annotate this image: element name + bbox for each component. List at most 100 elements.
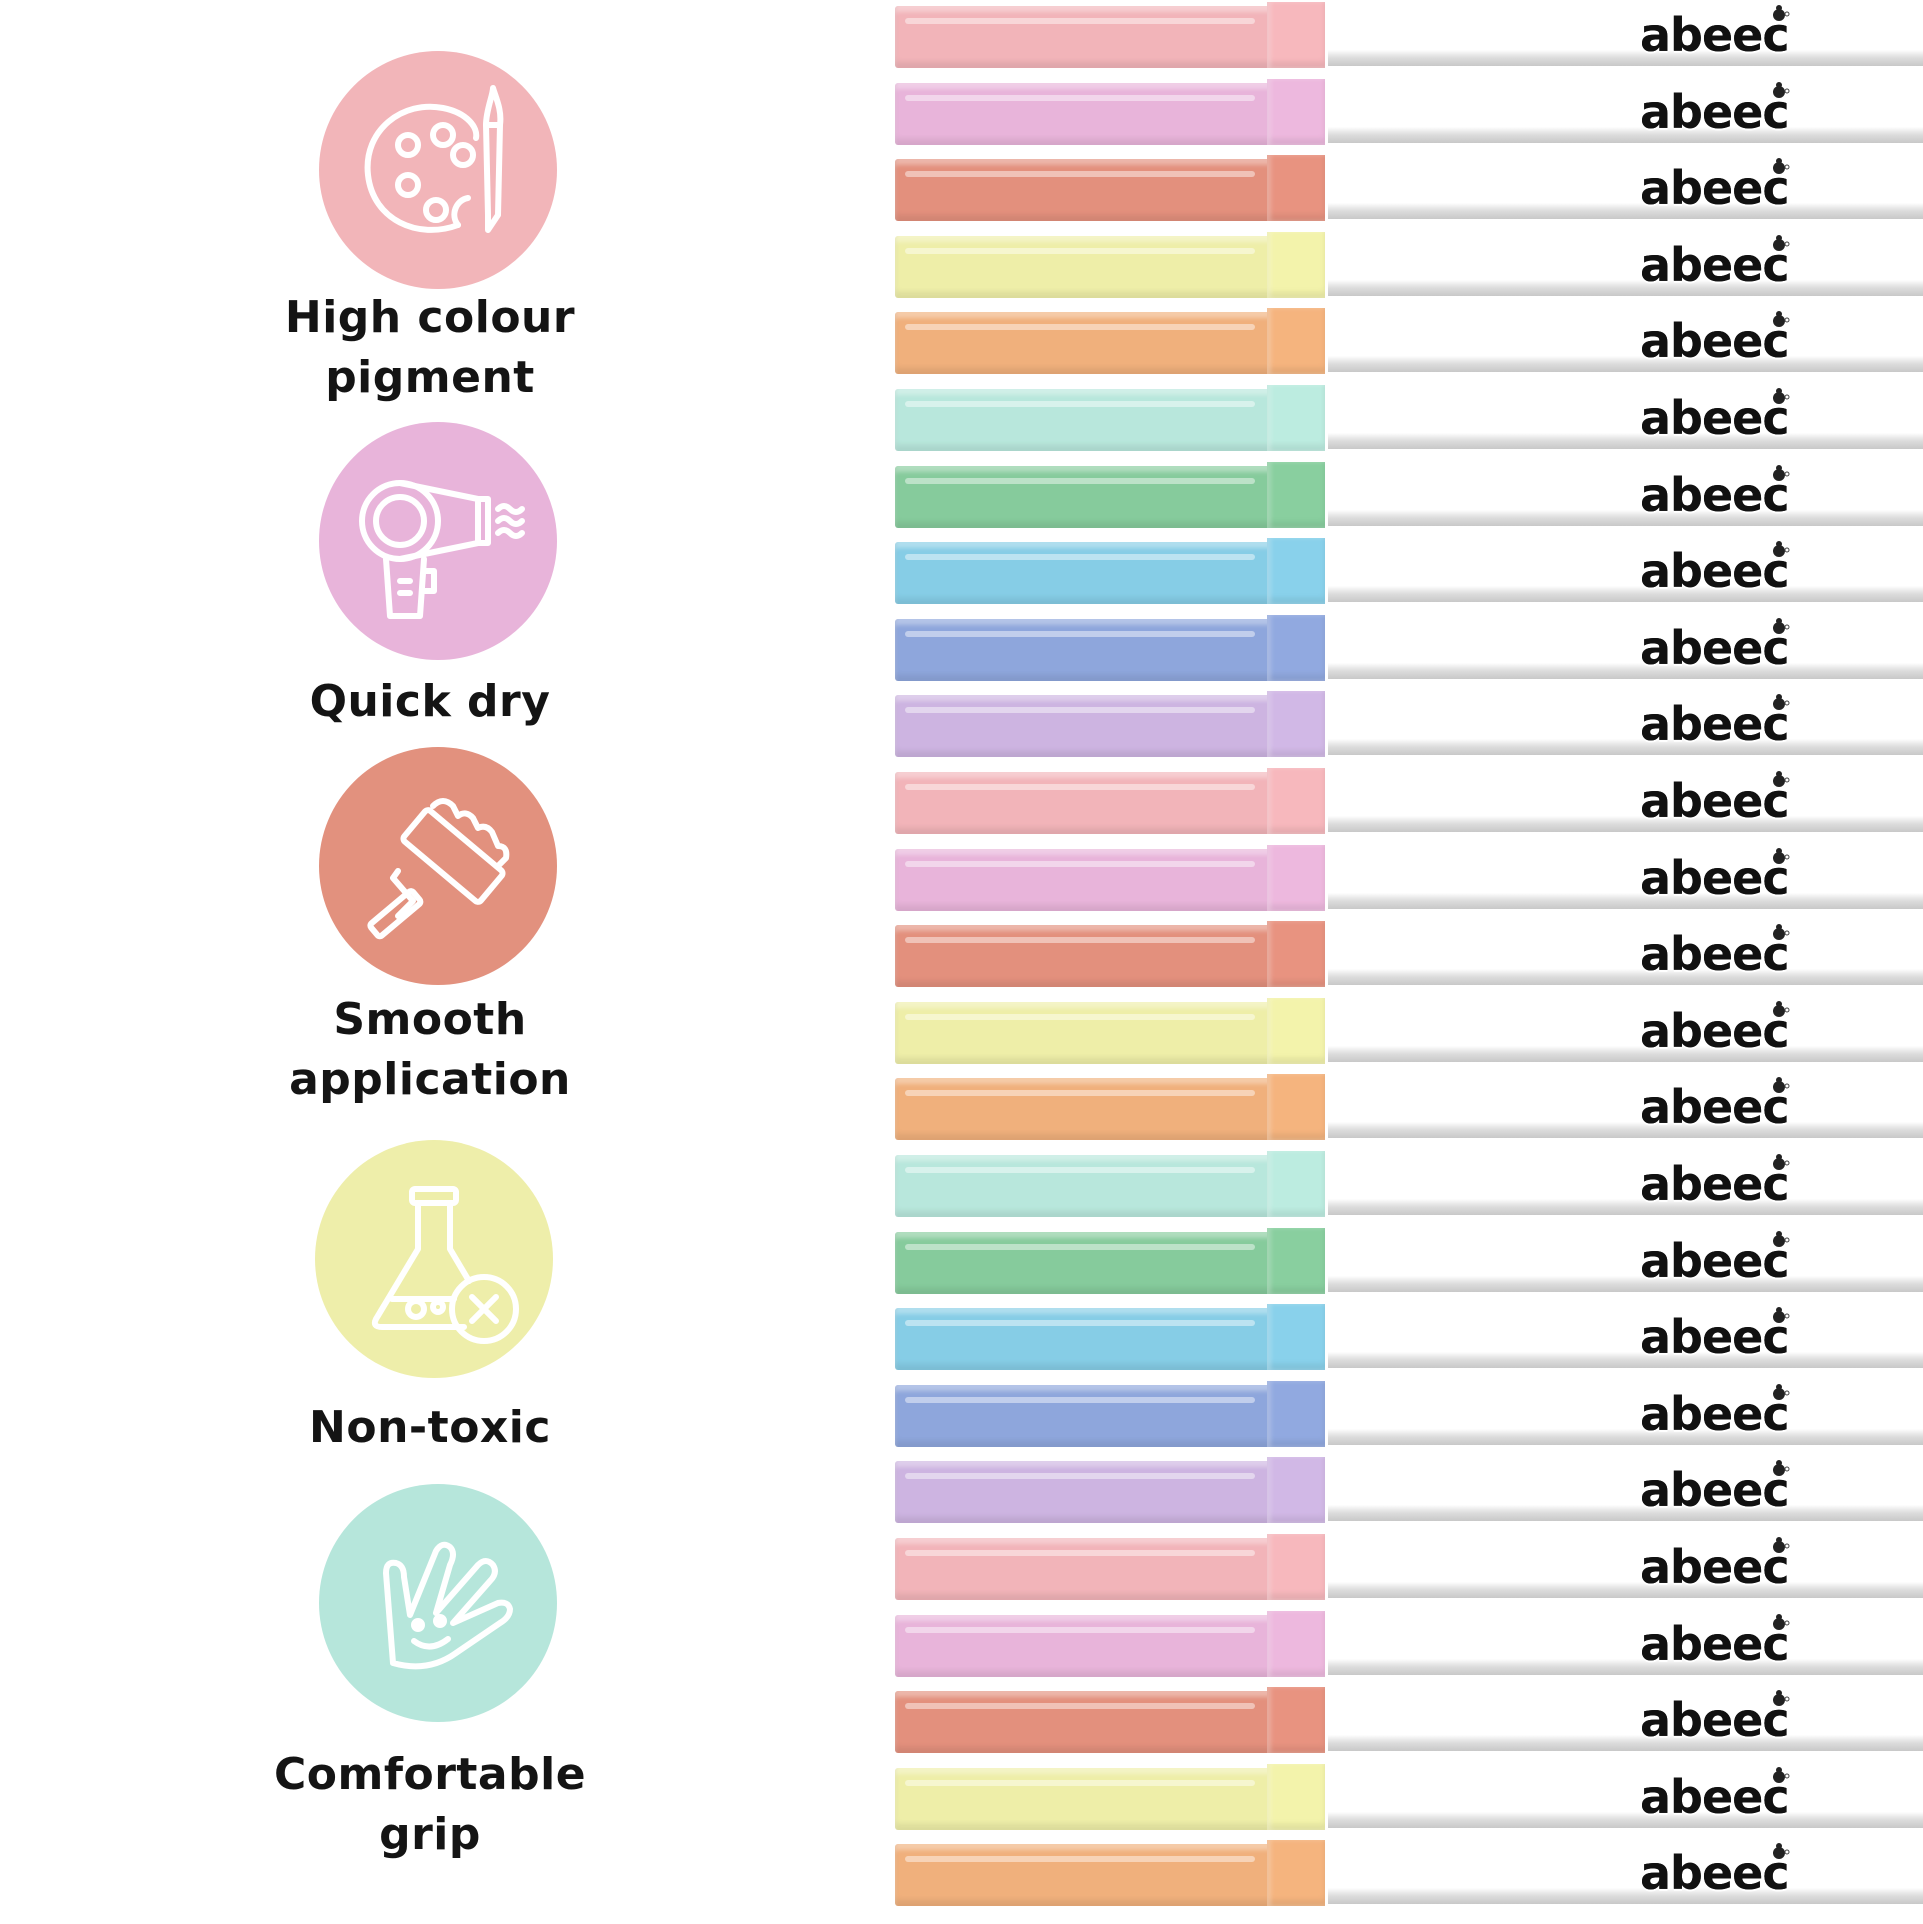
marker-cap-band bbox=[1267, 79, 1325, 145]
feature-label: Non-toxic bbox=[309, 1402, 551, 1453]
marker-pen: abeec bbox=[895, 921, 1923, 987]
marker-body bbox=[1328, 1770, 1923, 1828]
marker-cap-band bbox=[1267, 462, 1325, 528]
marker-body bbox=[1328, 391, 1923, 449]
marker-pen: abeec bbox=[895, 691, 1923, 757]
marker-body bbox=[1328, 1463, 1923, 1521]
marker-pen: abeec bbox=[895, 2, 1923, 68]
marker-cap-band bbox=[1267, 1228, 1325, 1294]
marker-cap bbox=[895, 1615, 1325, 1677]
marker-cap-band bbox=[1267, 232, 1325, 298]
hair-dryer-icon bbox=[359, 480, 525, 619]
marker-pen: abeec bbox=[895, 1381, 1923, 1447]
marker-cap-band bbox=[1267, 155, 1325, 221]
brand-logo: abeec bbox=[1640, 1387, 1790, 1441]
marker-cap-band bbox=[1267, 998, 1325, 1064]
palette-brush-icon bbox=[364, 85, 504, 233]
brand-logo: abeec bbox=[1640, 391, 1790, 445]
marker-pen: abeec bbox=[895, 308, 1923, 374]
bee-icon bbox=[1773, 235, 1790, 251]
marker-cap-band bbox=[1267, 921, 1325, 987]
marker-cap-band bbox=[1267, 615, 1325, 681]
marker-body bbox=[1328, 161, 1923, 219]
feature-label: High colour pigment bbox=[284, 292, 576, 403]
marker-cap-band bbox=[1267, 1304, 1325, 1370]
bee-icon bbox=[1773, 1307, 1790, 1323]
marker-cap bbox=[895, 849, 1325, 911]
marker-cap bbox=[895, 159, 1325, 221]
marker-pen: abeec bbox=[895, 1840, 1923, 1906]
marker-stack: abeec abeec abeec abeec abeec abeec abeec abeec… bbox=[895, 0, 1923, 1924]
marker-cap bbox=[895, 312, 1325, 374]
brand-logo: abeec bbox=[1640, 1770, 1790, 1824]
feature-label: Comfortable grip bbox=[273, 1749, 587, 1860]
bee-icon bbox=[1773, 82, 1790, 98]
bee-icon bbox=[1773, 924, 1790, 940]
marker-cap bbox=[895, 1385, 1325, 1447]
marker-pen: abeec bbox=[895, 1457, 1923, 1523]
brand-logo: abeec bbox=[1640, 851, 1790, 905]
marker-cap bbox=[895, 83, 1325, 145]
marker-cap bbox=[895, 695, 1325, 757]
marker-pen: abeec bbox=[895, 232, 1923, 298]
marker-cap bbox=[895, 542, 1325, 604]
marker-body bbox=[1328, 621, 1923, 679]
bee-icon bbox=[1773, 311, 1790, 327]
brand-logo: abeec bbox=[1640, 1540, 1790, 1594]
marker-cap bbox=[895, 772, 1325, 834]
marker-cap-band bbox=[1267, 1534, 1325, 1600]
marker-cap-band bbox=[1267, 1074, 1325, 1140]
marker-body bbox=[1328, 1080, 1923, 1138]
marker-pen: abeec bbox=[895, 462, 1923, 528]
brand-logo: abeec bbox=[1640, 238, 1790, 292]
marker-body bbox=[1328, 1693, 1923, 1751]
brand-logo: abeec bbox=[1640, 1080, 1790, 1134]
marker-cap-band bbox=[1267, 1764, 1325, 1830]
brand-logo: abeec bbox=[1640, 1310, 1790, 1364]
brand-logo: abeec bbox=[1640, 1463, 1790, 1517]
marker-pen: abeec bbox=[895, 1534, 1923, 1600]
brand-logo: abeec bbox=[1640, 1846, 1790, 1900]
brand-logo: abeec bbox=[1640, 161, 1790, 215]
marker-body bbox=[1328, 1157, 1923, 1215]
marker-cap-band bbox=[1267, 538, 1325, 604]
marker-body bbox=[1328, 1387, 1923, 1445]
brand-logo: abeec bbox=[1640, 85, 1790, 139]
bee-icon bbox=[1773, 465, 1790, 481]
marker-pen: abeec bbox=[895, 538, 1923, 604]
marker-body bbox=[1328, 774, 1923, 832]
paint-roller-icon bbox=[367, 798, 510, 940]
marker-body bbox=[1328, 468, 1923, 526]
marker-cap-band bbox=[1267, 2, 1325, 68]
features-column: High colour pigment Quick dry bbox=[0, 0, 860, 1924]
bee-icon bbox=[1773, 1843, 1790, 1859]
marker-body bbox=[1328, 85, 1923, 143]
marker-cap bbox=[895, 1002, 1325, 1064]
marker-pen: abeec bbox=[895, 1228, 1923, 1294]
bee-icon bbox=[1773, 388, 1790, 404]
feature-circle bbox=[319, 747, 557, 985]
marker-pen: abeec bbox=[895, 1074, 1923, 1140]
brand-logo: abeec bbox=[1640, 927, 1790, 981]
marker-body bbox=[1328, 1310, 1923, 1368]
bee-icon bbox=[1773, 1001, 1790, 1017]
bee-icon bbox=[1773, 848, 1790, 864]
marker-cap bbox=[895, 619, 1325, 681]
feature-label: Smooth application bbox=[289, 994, 571, 1105]
marker-pen: abeec bbox=[895, 1304, 1923, 1370]
marker-body bbox=[1328, 8, 1923, 66]
bee-icon bbox=[1773, 1614, 1790, 1630]
marker-pen: abeec bbox=[895, 1687, 1923, 1753]
marker-cap-band bbox=[1267, 1381, 1325, 1447]
hand-smile-icon bbox=[383, 1541, 513, 1670]
bee-icon bbox=[1773, 158, 1790, 174]
marker-cap-band bbox=[1267, 1611, 1325, 1677]
bee-icon bbox=[1773, 1154, 1790, 1170]
marker-pen: abeec bbox=[895, 155, 1923, 221]
marker-body bbox=[1328, 1234, 1923, 1292]
marker-cap bbox=[895, 1768, 1325, 1830]
brand-logo: abeec bbox=[1640, 468, 1790, 522]
marker-cap-band bbox=[1267, 845, 1325, 911]
marker-cap-band bbox=[1267, 308, 1325, 374]
marker-pen: abeec bbox=[895, 845, 1923, 911]
